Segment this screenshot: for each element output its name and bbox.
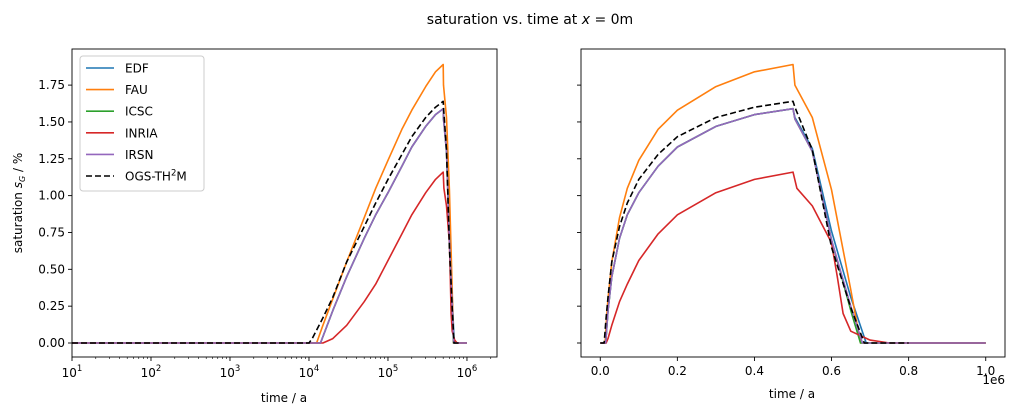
x-tick-label: 101 — [62, 364, 83, 380]
legend-label: IRSN — [125, 148, 153, 162]
x-tick-label: 0.0 — [591, 364, 610, 378]
y-tick-label: 0.50 — [38, 262, 65, 276]
series-line-fau — [600, 63, 986, 344]
series-line-inria — [600, 171, 986, 344]
series-line-irsn — [72, 107, 467, 344]
legend: EDF FAU ICSC INRIA IRSN OGS-TH2M — [79, 55, 205, 192]
legend-label: INRIA — [125, 126, 158, 140]
y-tick-label: 1.75 — [38, 78, 65, 92]
legend-label: ICSC — [125, 105, 153, 119]
x-tick-label: 0.4 — [745, 364, 764, 378]
legend-label: FAU — [125, 83, 148, 97]
x-offset-label: 1e6 — [982, 373, 1005, 387]
x-tick-label: 104 — [299, 364, 320, 380]
x-tick-label: 1.0 — [976, 364, 995, 378]
left-x-axis-label: time / a — [261, 391, 307, 405]
series-line-fau — [72, 63, 467, 344]
left-axes-log: 0.00 0.25 0.50 0.75 1.00 1.25 1.50 1.75 101 102 10… — [38, 48, 498, 380]
y-tick-label: 1.25 — [38, 152, 65, 166]
y-axis-label: saturation sG / % — [11, 153, 27, 254]
series-line-icsc — [600, 107, 986, 344]
legend-label: EDF — [125, 62, 149, 76]
legend-label: OGS-TH2M — [125, 169, 187, 184]
y-tick-label: 0.75 — [38, 225, 65, 239]
x-tick-label: 0.8 — [899, 364, 918, 378]
x-tick-label: 105 — [378, 364, 399, 380]
x-tick-label: 0.6 — [822, 364, 841, 378]
x-tick-label: 102 — [141, 364, 162, 380]
series-line-inria — [72, 171, 467, 344]
axes-frame — [580, 48, 1006, 358]
y-tick-label: 0.00 — [38, 336, 65, 350]
axes-frame — [71, 48, 498, 358]
y-tick-label: 1.50 — [38, 115, 65, 129]
x-tick-label: 106 — [457, 364, 478, 380]
x-tick-label: 103 — [220, 364, 241, 380]
series-line-irsn — [600, 107, 986, 344]
right-x-axis-label: time / a — [769, 387, 815, 401]
y-tick-label: 0.25 — [38, 299, 65, 313]
series-line-ogs-th-m — [600, 100, 909, 344]
x-tick-label: 0.2 — [668, 364, 687, 378]
y-tick-label: 1.00 — [38, 189, 65, 203]
chart-title: saturation vs. time at x = 0m — [427, 12, 633, 28]
series-line-edf — [600, 107, 986, 344]
right-axes-linear: 0.0 0.2 0.4 0.6 0.8 1.0 — [577, 48, 1006, 378]
